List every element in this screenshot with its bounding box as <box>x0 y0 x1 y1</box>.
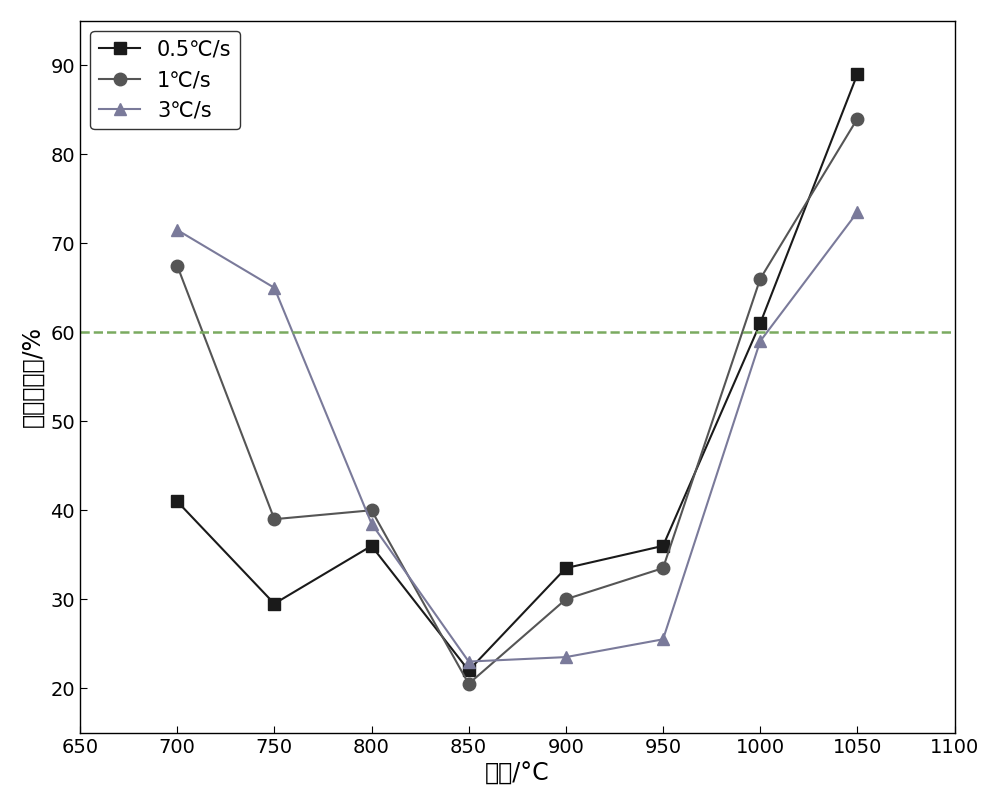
0.5°C/s <box>366 541 378 550</box>
Y-axis label: 断面收缩率/%: 断面收缩率/% <box>21 326 45 427</box>
1°C/s <box>171 261 183 270</box>
3°C/s <box>851 207 863 217</box>
1°C/s <box>560 595 572 604</box>
1°C/s <box>268 514 280 524</box>
3°C/s <box>463 657 475 667</box>
Line: 3°C/s: 3°C/s <box>171 206 864 668</box>
0.5°C/s <box>851 69 863 79</box>
3°C/s <box>171 225 183 235</box>
0.5°C/s <box>171 496 183 506</box>
Legend: 0.5℃/s, 1℃/s, 3℃/s: 0.5℃/s, 1℃/s, 3℃/s <box>90 31 240 129</box>
1°C/s <box>754 274 766 284</box>
0.5°C/s <box>463 666 475 675</box>
1°C/s <box>366 505 378 515</box>
3°C/s <box>366 519 378 529</box>
0.5°C/s <box>268 599 280 608</box>
0.5°C/s <box>657 541 669 550</box>
1°C/s <box>657 563 669 573</box>
3°C/s <box>657 634 669 644</box>
0.5°C/s <box>754 319 766 328</box>
3°C/s <box>268 283 280 293</box>
1°C/s <box>463 679 475 688</box>
3°C/s <box>754 337 766 346</box>
1°C/s <box>851 114 863 123</box>
0.5°C/s <box>560 563 572 573</box>
Line: 1°C/s: 1°C/s <box>171 112 864 690</box>
Line: 0.5°C/s: 0.5°C/s <box>172 69 863 676</box>
3°C/s <box>560 652 572 662</box>
X-axis label: 温度/°C: 温度/°C <box>485 762 550 786</box>
